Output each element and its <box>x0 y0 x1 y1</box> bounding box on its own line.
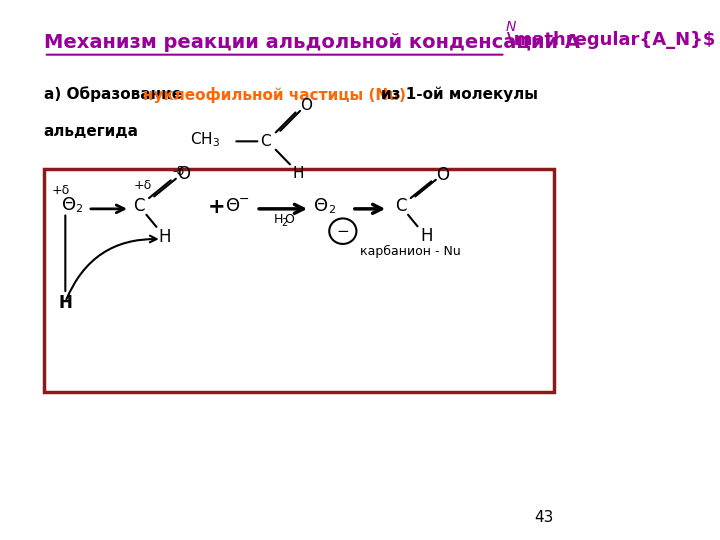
Text: H: H <box>274 213 283 226</box>
Text: карбанион - Nu: карбанион - Nu <box>361 245 462 258</box>
Text: C: C <box>133 197 145 215</box>
FancyBboxPatch shape <box>44 169 554 392</box>
Text: O: O <box>284 213 294 226</box>
Text: 2: 2 <box>76 204 83 214</box>
Text: C: C <box>261 134 271 149</box>
Text: +: + <box>208 197 225 217</box>
Text: а) Образование: а) Образование <box>44 86 187 102</box>
Text: −: − <box>336 224 349 239</box>
Text: нуклеофильной частицы (Nu): нуклеофильной частицы (Nu) <box>143 86 411 103</box>
Text: Θ: Θ <box>62 196 76 214</box>
Text: O: O <box>300 98 312 113</box>
Text: H: H <box>58 294 72 312</box>
Text: 2: 2 <box>328 205 335 215</box>
Text: альдегида: альдегида <box>44 124 139 139</box>
Text: +δ: +δ <box>52 184 70 197</box>
Text: O: O <box>436 166 449 184</box>
Text: Механизм реакции альдольной конденсации А: Механизм реакции альдольной конденсации … <box>44 33 580 52</box>
Text: -δ: -δ <box>173 165 184 178</box>
Text: H: H <box>158 227 171 246</box>
Text: Θ: Θ <box>227 197 240 215</box>
Text: Θ: Θ <box>314 197 328 215</box>
Text: C: C <box>395 197 406 215</box>
Text: из 1-ой молекулы: из 1-ой молекулы <box>381 86 538 102</box>
Text: $N$: $N$ <box>505 20 518 33</box>
Text: CH$_3$: CH$_3$ <box>190 130 220 149</box>
Text: \mathregular{A_N}$: \mathregular{A_N}$ <box>506 31 715 49</box>
Text: H: H <box>420 227 433 245</box>
Text: 2: 2 <box>281 218 287 228</box>
Text: −: − <box>239 193 250 206</box>
Text: H: H <box>293 166 305 181</box>
Text: O: O <box>176 165 189 183</box>
Text: +δ: +δ <box>134 179 152 192</box>
Text: 43: 43 <box>534 510 554 525</box>
